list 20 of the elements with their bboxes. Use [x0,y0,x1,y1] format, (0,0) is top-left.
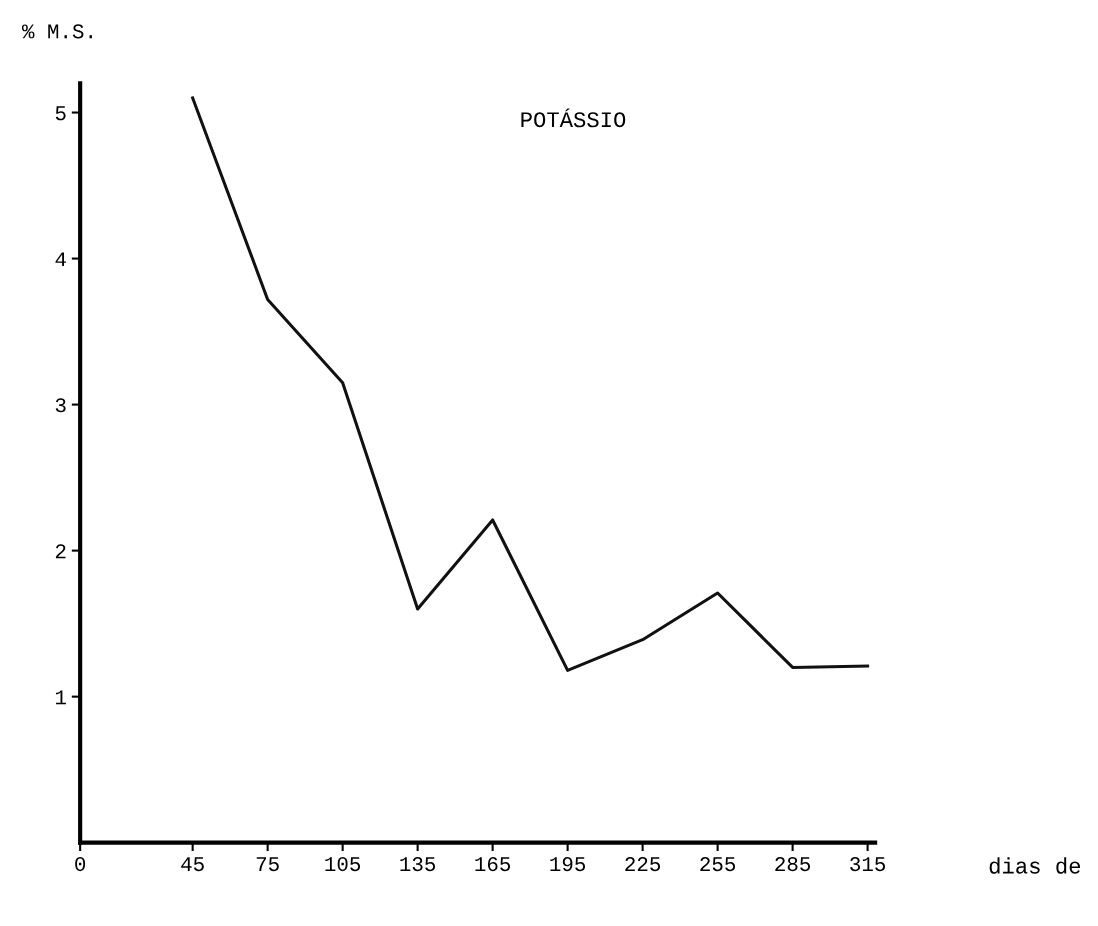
x-axis-title: dias de [989,857,1081,874]
x-tick-label: 165 [475,857,511,872]
y-tick-label: 4 [55,252,66,267]
line-series [191,96,870,672]
y-tick-label: 1 [55,690,66,705]
x-tick-label: 195 [550,857,586,872]
y-tick-label: 3 [55,398,66,413]
x-tick-label: 45 [181,857,204,872]
x-tick-label: 105 [325,857,361,872]
x-tick-label: 285 [775,857,811,872]
x-tick-label: 0 [75,857,86,872]
x-tick-label: 135 [400,857,436,872]
y-tick-label: 2 [55,544,66,559]
x-tick-label: 255 [700,857,736,872]
x-tick-label: 75 [256,857,279,872]
x-tick-label: 315 [850,857,886,872]
text: POTÁSSIO [521,108,626,128]
x-tick-label: 225 [625,857,661,872]
y-tick-label: 5 [55,106,66,121]
y-axis-title: % M.S. [21,24,92,39]
